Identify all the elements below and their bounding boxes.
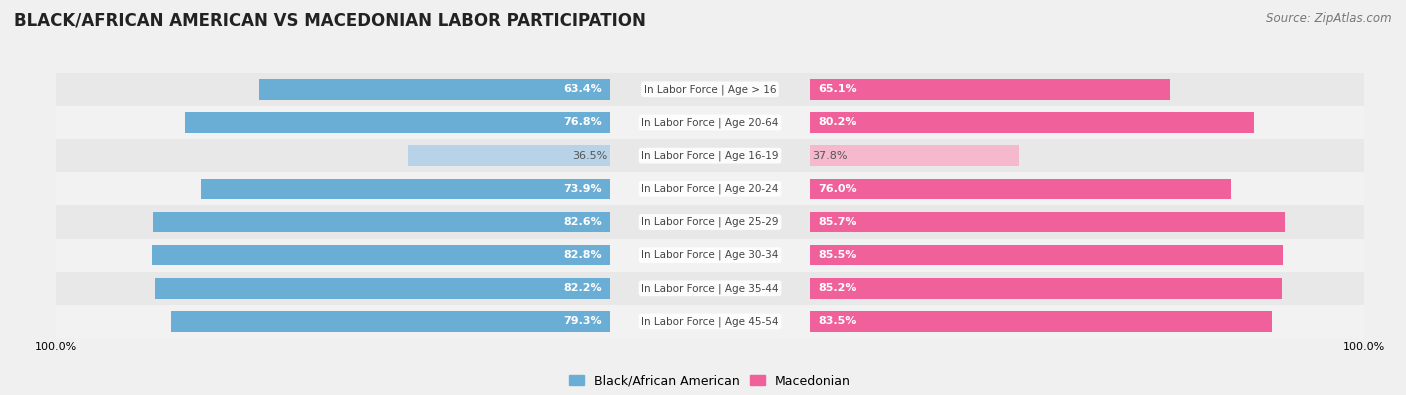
Text: 85.2%: 85.2% (818, 283, 856, 293)
Bar (153, 212, 610, 232)
Bar (172, 311, 610, 332)
Bar (56, 172, 1364, 205)
Text: In Labor Force | Age 35-44: In Labor Force | Age 35-44 (641, 283, 779, 293)
Bar (56, 305, 1364, 338)
Bar (56, 272, 1364, 305)
Text: 82.2%: 82.2% (564, 283, 602, 293)
Bar (155, 278, 610, 299)
Text: In Labor Force | Age 16-19: In Labor Force | Age 16-19 (641, 150, 779, 161)
Bar (810, 311, 1272, 332)
Text: 36.5%: 36.5% (572, 150, 607, 161)
Bar (810, 79, 1170, 100)
Text: 82.8%: 82.8% (564, 250, 602, 260)
Text: In Labor Force | Age 45-54: In Labor Force | Age 45-54 (641, 316, 779, 327)
Text: In Labor Force | Age 25-29: In Labor Force | Age 25-29 (641, 217, 779, 227)
Text: In Labor Force | Age > 16: In Labor Force | Age > 16 (644, 84, 776, 94)
Bar (810, 179, 1230, 199)
Text: 85.5%: 85.5% (818, 250, 856, 260)
Text: 63.4%: 63.4% (564, 85, 602, 94)
Text: 37.8%: 37.8% (813, 150, 848, 161)
Bar (56, 205, 1364, 239)
Bar (810, 145, 1019, 166)
Text: In Labor Force | Age 20-24: In Labor Force | Age 20-24 (641, 184, 779, 194)
Text: 76.8%: 76.8% (564, 117, 602, 128)
Text: In Labor Force | Age 30-34: In Labor Force | Age 30-34 (641, 250, 779, 260)
Bar (201, 179, 610, 199)
Text: 76.0%: 76.0% (818, 184, 856, 194)
Bar (810, 245, 1284, 265)
Bar (408, 145, 610, 166)
Bar (56, 73, 1364, 106)
Text: 82.6%: 82.6% (564, 217, 602, 227)
Bar (152, 245, 610, 265)
Bar (184, 112, 610, 133)
Text: 85.7%: 85.7% (818, 217, 856, 227)
Bar (56, 139, 1364, 172)
Bar (56, 106, 1364, 139)
Bar (810, 278, 1282, 299)
Text: 65.1%: 65.1% (818, 85, 856, 94)
Text: 73.9%: 73.9% (564, 184, 602, 194)
Text: 83.5%: 83.5% (818, 316, 856, 326)
Bar (810, 212, 1285, 232)
Text: 80.2%: 80.2% (818, 117, 856, 128)
Text: 79.3%: 79.3% (564, 316, 602, 326)
Text: BLACK/AFRICAN AMERICAN VS MACEDONIAN LABOR PARTICIPATION: BLACK/AFRICAN AMERICAN VS MACEDONIAN LAB… (14, 12, 645, 30)
Bar (259, 79, 610, 100)
Bar (810, 112, 1254, 133)
Legend: Black/African American, Macedonian: Black/African American, Macedonian (564, 370, 856, 393)
Bar (56, 239, 1364, 272)
Text: In Labor Force | Age 20-64: In Labor Force | Age 20-64 (641, 117, 779, 128)
Text: Source: ZipAtlas.com: Source: ZipAtlas.com (1267, 12, 1392, 25)
